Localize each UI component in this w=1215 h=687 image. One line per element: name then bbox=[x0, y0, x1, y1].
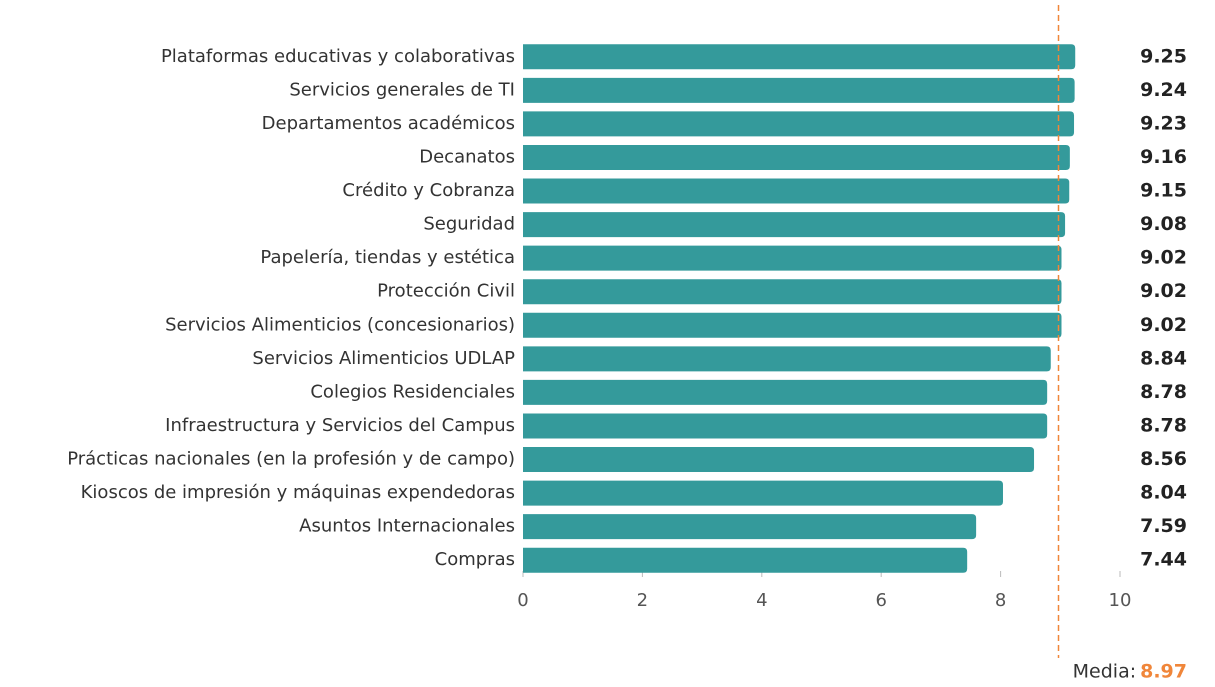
value-label: 9.24 bbox=[1140, 79, 1187, 101]
mean-value: 8.97 bbox=[1140, 661, 1187, 683]
x-tick-label: 10 bbox=[1109, 590, 1132, 611]
value-label: 8.78 bbox=[1140, 381, 1187, 403]
value-label: 9.02 bbox=[1140, 314, 1187, 336]
bar bbox=[523, 480, 1003, 506]
value-label: 9.08 bbox=[1140, 213, 1187, 235]
x-tick-label: 8 bbox=[995, 590, 1006, 611]
bar bbox=[523, 346, 1051, 372]
x-tick-label: 4 bbox=[756, 590, 767, 611]
bar bbox=[523, 144, 1070, 170]
category-label: Servicios Alimenticios UDLAP bbox=[252, 348, 515, 369]
bar bbox=[523, 111, 1075, 137]
x-tick-label: 2 bbox=[637, 590, 648, 611]
category-label: Servicios generales de TI bbox=[289, 79, 515, 100]
bar bbox=[523, 77, 1075, 103]
category-label: Departamentos académicos bbox=[262, 113, 515, 134]
value-label: 9.02 bbox=[1140, 280, 1187, 302]
value-label: 8.84 bbox=[1140, 347, 1187, 369]
category-label: Prácticas nacionales (en la profesión y … bbox=[67, 449, 515, 470]
category-label: Plataformas educativas y colaborativas bbox=[161, 46, 515, 67]
category-label: Decanatos bbox=[419, 146, 515, 167]
category-label: Kioscos de impresión y máquinas expended… bbox=[81, 482, 515, 503]
bar bbox=[523, 514, 977, 540]
value-label: 7.59 bbox=[1140, 515, 1187, 537]
value-label: 9.16 bbox=[1140, 146, 1187, 168]
bar bbox=[523, 312, 1062, 338]
x-tick-label: 0 bbox=[517, 590, 528, 611]
category-label: Papelería, tiendas y estética bbox=[260, 247, 515, 268]
bar bbox=[523, 245, 1062, 271]
x-tick-label: 6 bbox=[875, 590, 886, 611]
value-label: 9.15 bbox=[1140, 180, 1187, 202]
value-label: 8.56 bbox=[1140, 448, 1187, 470]
mean-label: Media: bbox=[1073, 661, 1136, 683]
value-label: 8.04 bbox=[1140, 482, 1187, 504]
bar bbox=[523, 547, 968, 573]
category-label: Colegios Residenciales bbox=[310, 381, 515, 402]
bar bbox=[523, 44, 1076, 70]
value-label: 9.23 bbox=[1140, 112, 1187, 134]
value-label: 8.78 bbox=[1140, 414, 1187, 436]
value-label: 9.02 bbox=[1140, 247, 1187, 269]
bar bbox=[523, 413, 1048, 439]
value-label: 9.25 bbox=[1140, 45, 1187, 67]
category-label: Compras bbox=[435, 549, 515, 570]
category-label: Servicios Alimenticios (concesionarios) bbox=[165, 314, 515, 335]
value-label: 7.44 bbox=[1140, 549, 1187, 571]
category-label: Crédito y Cobranza bbox=[342, 180, 515, 201]
category-label: Protección Civil bbox=[377, 281, 515, 302]
category-label: Seguridad bbox=[423, 214, 515, 235]
category-label: Asuntos Internacionales bbox=[299, 516, 515, 537]
bar bbox=[523, 178, 1070, 204]
bar bbox=[523, 212, 1066, 238]
category-label: Infraestructura y Servicios del Campus bbox=[165, 415, 515, 436]
bar bbox=[523, 279, 1062, 305]
bar bbox=[523, 447, 1035, 473]
bar bbox=[523, 379, 1048, 405]
